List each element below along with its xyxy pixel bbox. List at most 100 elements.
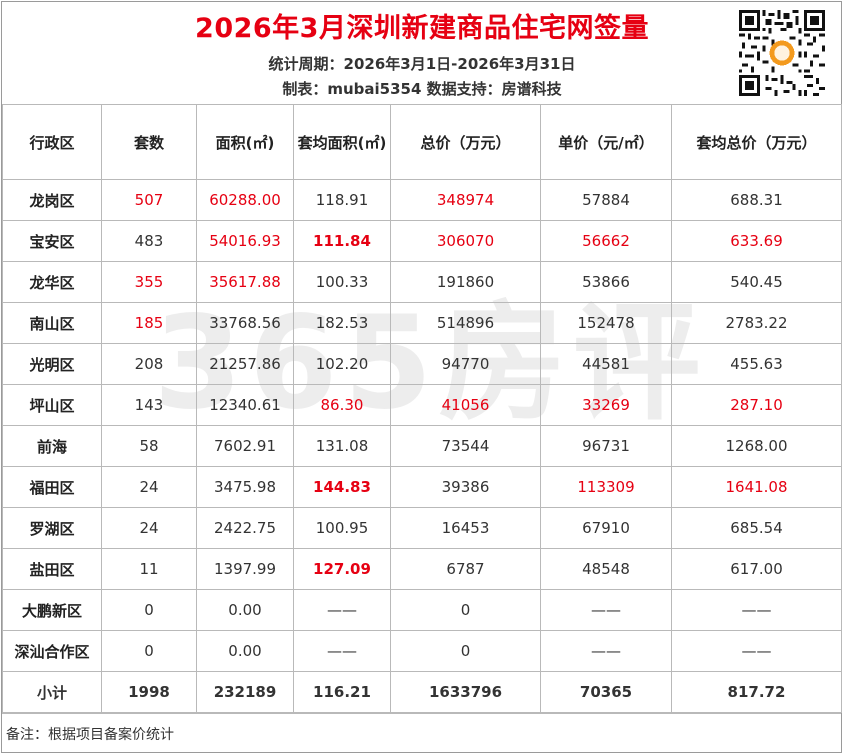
district-cell: 大鹏新区 xyxy=(2,589,102,631)
total-total-price: 1633796 xyxy=(390,671,541,713)
avg-area-cell: 86.30 xyxy=(293,384,391,426)
area-cell: 0.00 xyxy=(196,630,294,672)
table-row: 深汕合作区 0 0.00 —— 0 —— —— xyxy=(2,630,842,672)
units-cell: 0 xyxy=(101,589,197,631)
avg-area-cell: 100.95 xyxy=(293,507,391,549)
table-row: 前海 58 7602.91 131.08 73544 96731 1268.00 xyxy=(2,425,842,467)
total-price-cell: 348974 xyxy=(390,179,541,221)
col-avg-total-header: 套均总价（万元） xyxy=(671,104,842,180)
unit-price-cell: 57884 xyxy=(540,179,672,221)
avg-area-cell: 144.83 xyxy=(293,466,391,508)
unit-price-cell: 113309 xyxy=(540,466,672,508)
total-price-cell: 94770 xyxy=(390,343,541,385)
total-price-cell: 41056 xyxy=(390,384,541,426)
units-cell: 208 xyxy=(101,343,197,385)
area-cell: 21257.86 xyxy=(196,343,294,385)
avg-area-cell: —— xyxy=(293,630,391,672)
district-cell: 深汕合作区 xyxy=(2,630,102,672)
table-row: 盐田区 11 1397.99 127.09 6787 48548 617.00 xyxy=(2,548,842,590)
table-row: 南山区 185 33768.56 182.53 514896 152478 27… xyxy=(2,302,842,344)
area-cell: 3475.98 xyxy=(196,466,294,508)
col-district-header: 行政区 xyxy=(2,104,102,180)
unit-price-cell: 67910 xyxy=(540,507,672,549)
district-cell: 前海 xyxy=(2,425,102,467)
avg-total-cell: —— xyxy=(671,589,842,631)
district-cell: 宝安区 xyxy=(2,220,102,262)
district-cell: 盐田区 xyxy=(2,548,102,590)
units-cell: 483 xyxy=(101,220,197,262)
avg-area-cell: 182.53 xyxy=(293,302,391,344)
total-price-cell: 73544 xyxy=(390,425,541,467)
table-row: 罗湖区 24 2422.75 100.95 16453 67910 685.54 xyxy=(2,507,842,549)
district-cell: 坪山区 xyxy=(2,384,102,426)
total-row: 小计 1998 232189 116.21 1633796 70365 817.… xyxy=(2,671,842,713)
col-unit-price-header: 单价（元/㎡） xyxy=(540,104,672,180)
col-avg-area-header: 套均面积(㎡) xyxy=(293,104,391,180)
total-price-cell: 0 xyxy=(390,589,541,631)
report-header: 2026年3月深圳新建商品住宅网签量 统计周期：2026年3月1日-2026年3… xyxy=(0,0,842,104)
avg-total-cell: 633.69 xyxy=(671,220,842,262)
units-cell: 11 xyxy=(101,548,197,590)
total-units: 1998 xyxy=(101,671,197,713)
unit-price-cell: 44581 xyxy=(540,343,672,385)
avg-area-cell: 118.91 xyxy=(293,179,391,221)
qr-code-icon xyxy=(739,10,825,96)
avg-total-cell: 540.45 xyxy=(671,261,842,303)
avg-area-cell: —— xyxy=(293,589,391,631)
col-area-header: 面积(㎡) xyxy=(196,104,294,180)
total-avg-area: 116.21 xyxy=(293,671,391,713)
avg-total-cell: 685.54 xyxy=(671,507,842,549)
units-cell: 58 xyxy=(101,425,197,467)
table-row: 福田区 24 3475.98 144.83 39386 113309 1641.… xyxy=(2,466,842,508)
total-unit-price: 70365 xyxy=(540,671,672,713)
avg-area-cell: 127.09 xyxy=(293,548,391,590)
total-price-cell: 306070 xyxy=(390,220,541,262)
col-total-price-header: 总价（万元） xyxy=(390,104,541,180)
avg-total-cell: 1641.08 xyxy=(671,466,842,508)
total-price-cell: 514896 xyxy=(390,302,541,344)
total-price-cell: 191860 xyxy=(390,261,541,303)
footnote: 备注：根据项目备案价统计 xyxy=(6,727,174,743)
table-row: 大鹏新区 0 0.00 —— 0 —— —— xyxy=(2,589,842,631)
credit-line: 制表：mubai5354 数据支持：房谱科技 xyxy=(282,80,562,98)
footnote-divider xyxy=(2,713,841,714)
avg-total-cell: 1268.00 xyxy=(671,425,842,467)
unit-price-cell: 56662 xyxy=(540,220,672,262)
district-cell: 福田区 xyxy=(2,466,102,508)
total-price-cell: 6787 xyxy=(390,548,541,590)
avg-total-cell: —— xyxy=(671,630,842,672)
district-cell: 罗湖区 xyxy=(2,507,102,549)
avg-area-cell: 100.33 xyxy=(293,261,391,303)
avg-total-cell: 287.10 xyxy=(671,384,842,426)
total-avg-total: 817.72 xyxy=(671,671,842,713)
area-cell: 7602.91 xyxy=(196,425,294,467)
area-cell: 35617.88 xyxy=(196,261,294,303)
table-row: 龙华区 355 35617.88 100.33 191860 53866 540… xyxy=(2,261,842,303)
avg-total-cell: 2783.22 xyxy=(671,302,842,344)
total-price-cell: 16453 xyxy=(390,507,541,549)
unit-price-cell: 53866 xyxy=(540,261,672,303)
table-header-row: 行政区 套数 面积(㎡) 套均面积(㎡) 总价（万元） 单价（元/㎡） 套均总价… xyxy=(2,104,842,180)
avg-total-cell: 688.31 xyxy=(671,179,842,221)
total-price-cell: 0 xyxy=(390,630,541,672)
district-cell: 南山区 xyxy=(2,302,102,344)
units-cell: 0 xyxy=(101,630,197,672)
units-cell: 24 xyxy=(101,466,197,508)
table-row: 坪山区 143 12340.61 86.30 41056 33269 287.1… xyxy=(2,384,842,426)
avg-area-cell: 131.08 xyxy=(293,425,391,467)
report-title: 2026年3月深圳新建商品住宅网签量 xyxy=(195,13,649,44)
total-label: 小计 xyxy=(2,671,102,713)
district-cell: 龙岗区 xyxy=(2,179,102,221)
units-cell: 24 xyxy=(101,507,197,549)
col-units-header: 套数 xyxy=(101,104,197,180)
avg-total-cell: 617.00 xyxy=(671,548,842,590)
unit-price-cell: —— xyxy=(540,589,672,631)
avg-area-cell: 102.20 xyxy=(293,343,391,385)
units-cell: 507 xyxy=(101,179,197,221)
sales-table: 行政区 套数 面积(㎡) 套均面积(㎡) 总价（万元） 单价（元/㎡） 套均总价… xyxy=(2,104,842,713)
total-price-cell: 39386 xyxy=(390,466,541,508)
statistics-period: 统计周期：2026年3月1日-2026年3月31日 xyxy=(268,55,576,73)
unit-price-cell: 152478 xyxy=(540,302,672,344)
unit-price-cell: —— xyxy=(540,630,672,672)
total-area: 232189 xyxy=(196,671,294,713)
